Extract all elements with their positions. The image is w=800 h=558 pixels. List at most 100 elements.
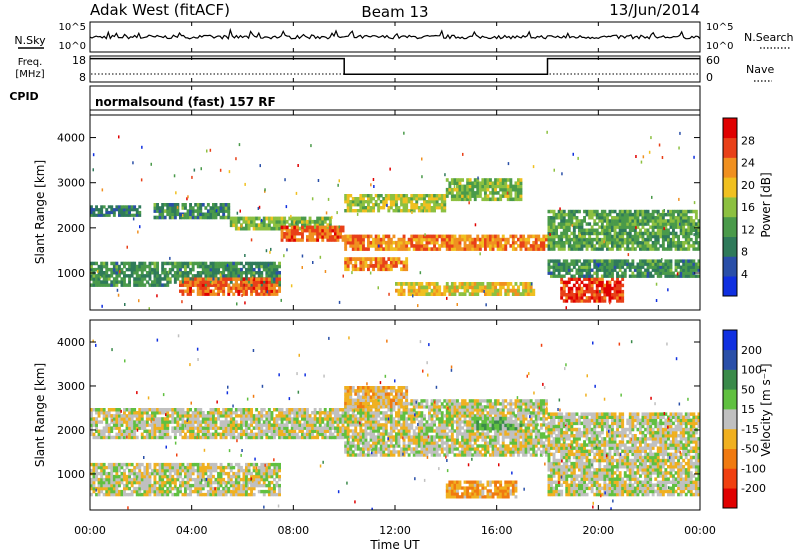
heatmap-cell bbox=[586, 263, 589, 266]
heatmap-cell bbox=[682, 219, 685, 223]
heatmap-cell bbox=[265, 417, 268, 421]
heatmap-cell bbox=[492, 238, 495, 242]
heatmap-cell bbox=[471, 247, 474, 251]
heatmap-cell bbox=[298, 220, 301, 224]
heatmap-cell bbox=[118, 433, 121, 437]
heatmap-cell bbox=[611, 275, 614, 278]
heatmap-cell bbox=[334, 235, 337, 239]
colorbar-segment bbox=[723, 138, 737, 158]
heatmap-cell bbox=[182, 274, 185, 278]
heatmap-cell bbox=[240, 287, 243, 290]
heatmap-cell bbox=[184, 290, 187, 293]
heatmap-cell bbox=[570, 247, 573, 251]
heatmap-cell bbox=[637, 244, 640, 248]
heatmap-cell bbox=[103, 430, 106, 434]
heatmap-cell bbox=[159, 283, 162, 287]
heatmap-cell bbox=[469, 235, 472, 239]
heatmap-cell bbox=[123, 417, 126, 421]
heatmap-cell bbox=[357, 238, 360, 242]
heatmap-cell bbox=[563, 287, 566, 291]
heatmap-cell bbox=[159, 430, 162, 434]
heatmap-scatter-point bbox=[151, 163, 153, 166]
heatmap-cell bbox=[182, 290, 185, 293]
heatmap-cell bbox=[398, 257, 401, 261]
heatmap-cell bbox=[347, 194, 350, 197]
heatmap-cell bbox=[347, 261, 350, 265]
heatmap-scatter-point bbox=[468, 196, 470, 199]
heatmap-cell bbox=[659, 263, 662, 266]
heatmap-cell bbox=[395, 257, 398, 261]
heatmap-cell bbox=[591, 229, 594, 233]
heatmap-cell bbox=[415, 200, 418, 203]
heatmap-cell bbox=[164, 274, 167, 278]
heatmap-cell bbox=[248, 271, 251, 275]
heatmap-cell bbox=[321, 226, 324, 230]
heatmap-cell bbox=[184, 274, 187, 278]
heatmap-cell bbox=[278, 436, 281, 440]
heatmap-cell bbox=[131, 274, 134, 278]
heatmap-cell bbox=[517, 238, 520, 242]
heatmap-cell bbox=[326, 420, 329, 424]
heatmap-cell bbox=[146, 481, 149, 484]
heatmap-cell bbox=[512, 198, 515, 202]
heatmap-cell bbox=[288, 436, 291, 440]
heatmap-cell bbox=[138, 214, 141, 217]
heatmap-cell bbox=[174, 271, 177, 275]
heatmap-cell bbox=[245, 493, 248, 496]
heatmap-cell bbox=[387, 197, 390, 200]
heatmap-cell bbox=[215, 293, 218, 296]
heatmap-cell bbox=[131, 414, 134, 418]
heatmap-cell bbox=[263, 290, 266, 293]
heatmap-cell bbox=[263, 293, 266, 296]
heatmap-cell bbox=[202, 411, 205, 415]
heatmap-cell bbox=[680, 266, 683, 269]
heatmap-cell bbox=[202, 213, 205, 217]
heatmap-cell bbox=[377, 235, 380, 239]
heatmap-cell bbox=[565, 266, 568, 269]
heatmap-cell bbox=[344, 209, 347, 212]
heatmap-cell bbox=[344, 264, 347, 268]
heatmap-cell bbox=[311, 433, 314, 437]
heatmap-cell bbox=[657, 272, 660, 275]
heatmap-cell bbox=[184, 466, 187, 469]
heatmap-cell bbox=[334, 430, 337, 434]
heatmap-cell bbox=[548, 263, 551, 266]
heatmap-cell bbox=[159, 408, 162, 412]
heatmap-cell bbox=[258, 426, 261, 430]
heatmap-cell bbox=[220, 463, 223, 466]
heatmap-cell bbox=[619, 247, 622, 251]
heatmap-cell bbox=[621, 272, 624, 275]
heatmap-cell bbox=[189, 262, 192, 266]
heatmap-cell bbox=[535, 244, 538, 248]
heatmap-cell bbox=[570, 278, 573, 282]
heatmap-cell bbox=[207, 493, 210, 496]
heatmap-cell bbox=[616, 281, 619, 285]
heatmap-cell bbox=[230, 433, 233, 437]
heatmap-cell bbox=[359, 241, 362, 245]
heatmap-cell bbox=[199, 487, 202, 490]
heatmap-cell bbox=[319, 426, 322, 430]
heatmap-cell bbox=[230, 274, 233, 278]
heatmap-cell bbox=[487, 188, 490, 192]
heatmap-cell bbox=[232, 490, 235, 493]
heatmap-cell bbox=[276, 220, 279, 224]
heatmap-cell bbox=[664, 259, 667, 262]
heatmap-cell bbox=[667, 232, 670, 236]
heatmap-cell bbox=[476, 289, 479, 293]
heatmap-cell bbox=[179, 484, 182, 487]
heatmap-cell bbox=[484, 185, 487, 189]
heatmap-cell bbox=[657, 241, 660, 245]
heatmap-cell bbox=[662, 247, 665, 251]
heatmap-cell bbox=[664, 247, 667, 251]
heatmap-cell bbox=[98, 214, 101, 217]
heatmap-cell bbox=[515, 181, 518, 185]
heatmap-cell bbox=[268, 463, 271, 466]
heatmap-cell bbox=[321, 426, 324, 430]
heatmap-cell bbox=[573, 216, 576, 220]
heatmap-cell bbox=[182, 478, 185, 481]
heatmap-cell bbox=[166, 417, 169, 421]
heatmap-cell bbox=[525, 289, 528, 293]
heatmap-cell bbox=[133, 262, 136, 266]
heatmap-cell bbox=[670, 263, 673, 266]
heatmap-cell bbox=[248, 268, 251, 272]
